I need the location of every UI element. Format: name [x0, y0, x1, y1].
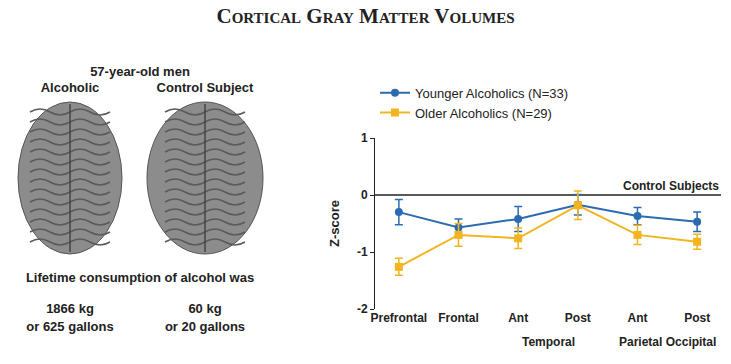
svg-text:Control Subject: Control Subject — [157, 80, 254, 95]
svg-text:Frontal: Frontal — [438, 311, 479, 325]
html-text:Cortical Gray Matter Volumes: Cortical Gray Matter Volumes — [216, 4, 515, 28]
svg-text:Ant: Ant — [508, 311, 528, 325]
svg-text:Post: Post — [684, 311, 710, 325]
svg-text:Alcoholic: Alcoholic — [41, 80, 100, 95]
svg-text:Lifetime consumption of alcoho: Lifetime consumption of alcohol was — [26, 270, 254, 285]
svg-text:Ant: Ant — [627, 311, 647, 325]
svg-text:0: 0 — [361, 188, 368, 202]
svg-text:57-year-old men: 57-year-old men — [90, 64, 190, 79]
svg-text:1866 kg: 1866 kg — [46, 301, 94, 316]
svg-text:Control Subjects: Control Subjects — [623, 179, 719, 193]
svg-text:Post: Post — [565, 311, 591, 325]
svg-text:-1: -1 — [357, 245, 368, 259]
svg-text:Older Alcoholics (N=29): Older Alcoholics (N=29) — [415, 106, 552, 121]
svg-text:1: 1 — [361, 131, 368, 145]
svg-text:or 20 gallons: or 20 gallons — [165, 319, 245, 334]
svg-text:Younger Alcoholics (N=33): Younger Alcoholics (N=33) — [415, 86, 568, 101]
svg-text:-2: -2 — [357, 302, 368, 316]
svg-text:Prefrontal: Prefrontal — [371, 311, 428, 325]
svg-text:Temporal: Temporal — [522, 335, 575, 349]
svg-text:or 625 gallons: or 625 gallons — [26, 319, 113, 334]
svg-text:60 kg: 60 kg — [188, 301, 221, 316]
svg-text:Z-score: Z-score — [327, 200, 342, 247]
svg-text:Parietal Occipital: Parietal Occipital — [619, 335, 716, 349]
